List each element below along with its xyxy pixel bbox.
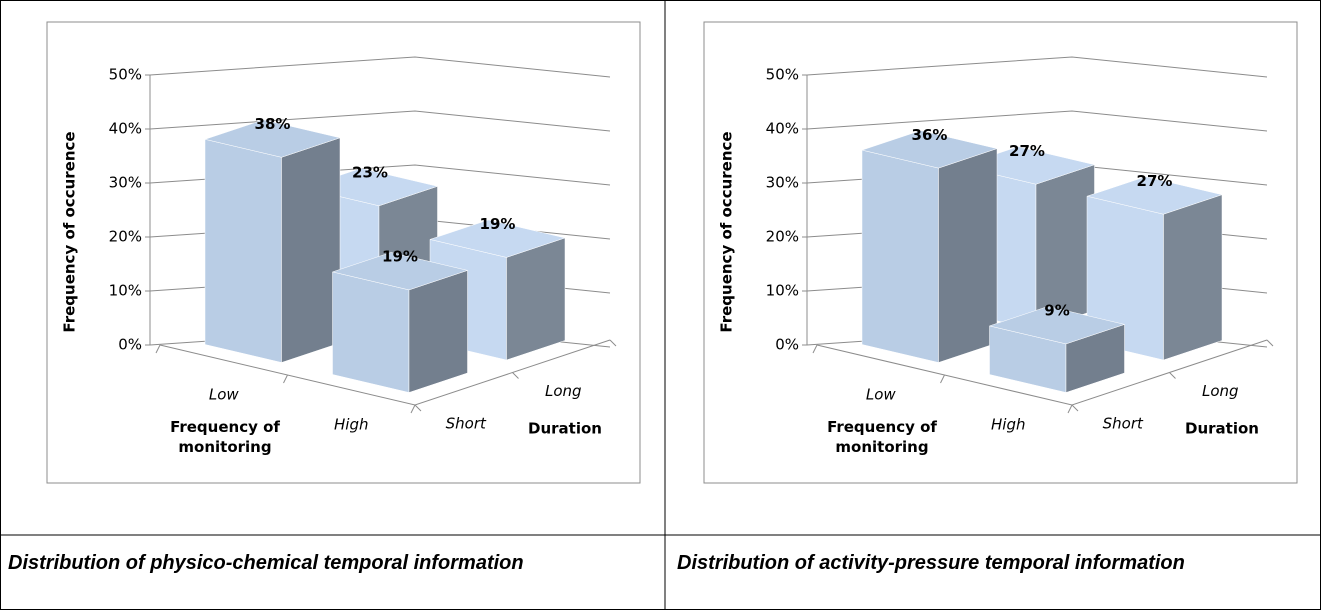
data-label: 38%: [255, 115, 291, 133]
y-tick-label: 50%: [766, 66, 799, 84]
axis-tick: [410, 404, 416, 414]
bar-front: [332, 271, 410, 393]
data-label: 19%: [480, 215, 516, 233]
x-axis-label: Frequency of monitoring: [827, 418, 937, 456]
y-tick-label: 50%: [109, 66, 142, 84]
axis-tick: [1067, 404, 1073, 414]
grid-line: [806, 110, 1268, 132]
z-tick-label: Short: [1103, 414, 1144, 432]
bar-front: [861, 149, 939, 363]
y-tick-label: 20%: [109, 228, 142, 246]
y-tick-label: 30%: [109, 174, 142, 192]
bar-top: [861, 130, 998, 169]
axis-tick: [155, 344, 161, 354]
x-axis-label-box: Frequency of monitoring: [827, 418, 937, 456]
bar-top: [204, 119, 341, 158]
z-axis-label: Duration: [1185, 420, 1259, 438]
data-label: 36%: [912, 126, 948, 144]
y-tick-label: 20%: [766, 228, 799, 246]
y-tick-label: 10%: [109, 282, 142, 300]
y-tick-label: 0%: [118, 336, 142, 354]
grid-line: [806, 56, 1268, 78]
bar-top: [331, 252, 469, 291]
x-tick-label: High: [334, 416, 368, 434]
bar-front: [204, 138, 282, 363]
y-tick-label: 0%: [775, 336, 799, 354]
bar-side: [938, 148, 998, 363]
bar-top: [988, 306, 1126, 345]
bar-side: [408, 270, 468, 393]
data-label: 27%: [1137, 172, 1173, 190]
y-tick-label: 40%: [766, 120, 799, 138]
data-label: 23%: [352, 164, 388, 182]
bar-side: [281, 137, 341, 363]
x-tick-label: Low: [866, 386, 897, 404]
z-tick-label: Long: [545, 382, 582, 400]
x-tick-label: High: [991, 416, 1025, 434]
axis-tick: [283, 374, 288, 384]
axis-tick: [609, 339, 617, 347]
y-axis-label: Frequency of occurence: [61, 131, 79, 332]
y-tick-label: 30%: [766, 174, 799, 192]
bar-side: [506, 237, 566, 361]
grid-line: [149, 56, 611, 78]
y-tick-label: 10%: [766, 282, 799, 300]
axis-tick: [414, 404, 422, 412]
axis-tick: [940, 374, 945, 384]
x-axis-label: Frequency of monitoring: [170, 418, 280, 456]
x-axis-label-box: Frequency of monitoring: [170, 418, 280, 456]
axis-tick: [512, 372, 519, 379]
data-label: 19%: [382, 248, 418, 266]
axis-tick: [1266, 339, 1274, 347]
axis-tick: [1071, 404, 1079, 412]
data-label: 9%: [1044, 302, 1069, 320]
grid-line: [149, 110, 611, 132]
x-tick-label: Low: [209, 386, 240, 404]
z-axis-label: Duration: [528, 420, 602, 438]
caption: Distribution of activity-pressure tempor…: [677, 552, 1185, 574]
data-label: 27%: [1009, 142, 1045, 160]
y-tick-label: 40%: [109, 120, 142, 138]
bar-top: [429, 219, 566, 258]
bar-top: [1086, 176, 1223, 215]
bar-side: [1163, 194, 1223, 361]
z-tick-label: Short: [446, 414, 487, 432]
z-tick-label: Long: [1202, 382, 1239, 400]
axis-tick: [1169, 372, 1176, 379]
y-axis-label: Frequency of occurence: [718, 131, 736, 332]
caption: Distribution of physico-chemical tempora…: [8, 552, 524, 574]
axis-tick: [812, 344, 818, 354]
